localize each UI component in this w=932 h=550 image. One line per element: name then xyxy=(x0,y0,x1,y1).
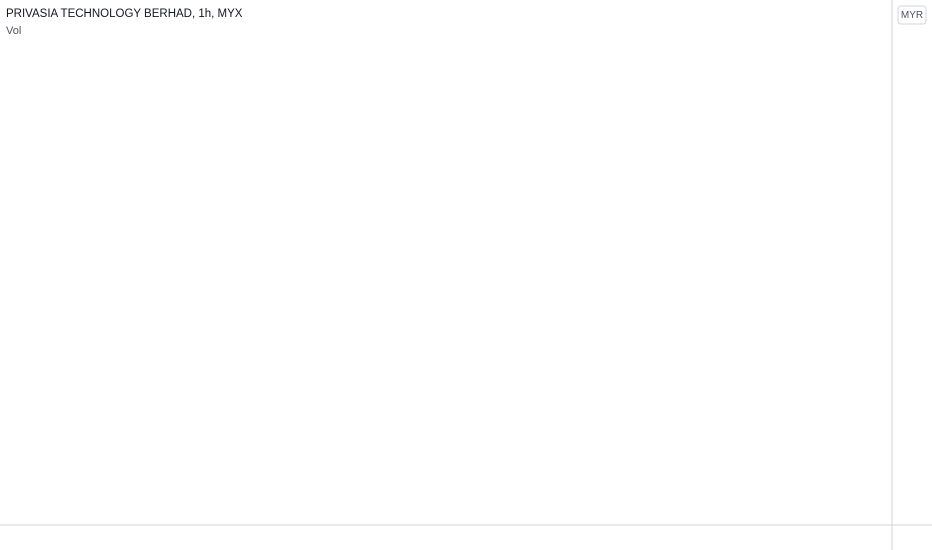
currency: MYR xyxy=(901,10,923,21)
chart-title: PRIVASIA TECHNOLOGY BERHAD, 1h, MYX xyxy=(6,8,243,20)
volume-label: Vol xyxy=(6,25,21,37)
currency-box[interactable] xyxy=(897,5,927,25)
